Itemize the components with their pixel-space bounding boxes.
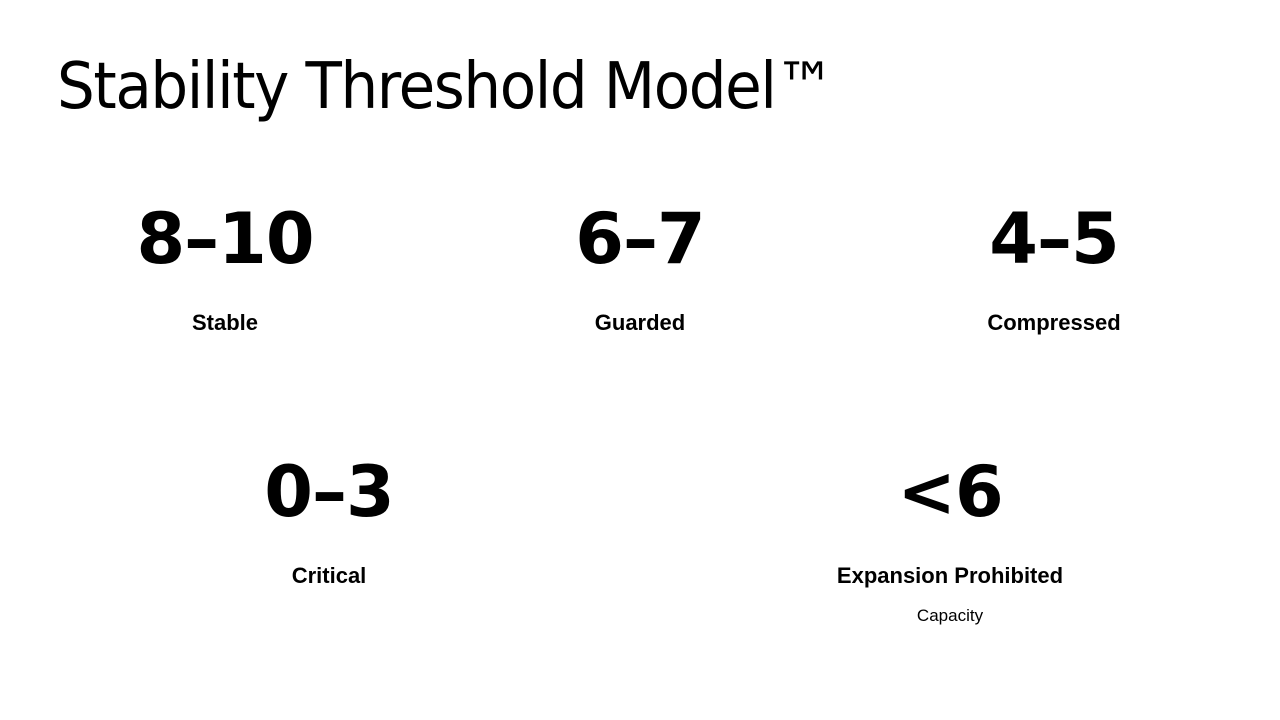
stat-value: <6	[897, 451, 1003, 533]
stat-label: Guarded	[594, 310, 686, 335]
stat-label: Expansion Prohibited	[836, 563, 1064, 588]
stat-guarded: 6–7 Guarded	[440, 204, 840, 334]
page-title: Stability Threshold Model™	[57, 50, 835, 124]
stat-label: Critical	[291, 563, 367, 588]
stat-compressed: 4–5 Compressed	[854, 204, 1254, 334]
stat-value: 6–7	[575, 198, 705, 280]
stat-critical: 0–3 Critical	[129, 457, 529, 587]
stat-value: 4–5	[989, 198, 1119, 280]
stat-value: 8–10	[136, 198, 314, 280]
stat-label: Compressed	[987, 310, 1121, 335]
stat-expansion-prohibited: <6 Expansion Prohibited Capacity	[750, 457, 1150, 624]
stat-sublabel: Capacity	[916, 606, 984, 625]
stat-label: Stable	[191, 310, 259, 335]
stat-stable: 8–10 Stable	[25, 204, 425, 334]
stat-value: 0–3	[264, 451, 394, 533]
